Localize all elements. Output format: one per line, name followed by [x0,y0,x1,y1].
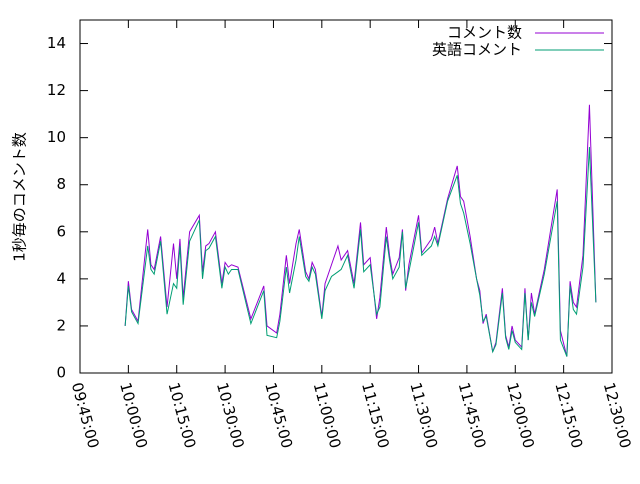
y-tick-label: 6 [56,222,66,240]
y-tick-label: 10 [47,128,66,146]
x-tick-label: 11:15:00 [358,381,393,451]
x-tick-label: 12:15:00 [551,381,586,451]
series-line [124,147,597,357]
x-tick-label: 11:30:00 [406,381,441,451]
y-axis-label: 1秒毎のコメント数 [11,132,29,262]
x-tick-label: 10:30:00 [213,381,248,451]
x-tick-label: 09:45:00 [68,381,103,451]
y-tick-label: 0 [56,364,66,382]
x-tick-label: 10:15:00 [165,381,200,451]
x-tick-label: 10:00:00 [116,381,151,451]
y-tick-label: 2 [56,316,66,334]
y-tick-label: 4 [56,269,66,287]
plot-frame [79,19,613,374]
series-line [124,104,597,357]
y-tick-label: 14 [47,34,66,52]
y-tick-label: 8 [56,175,66,193]
x-tick-label: 11:00:00 [310,381,345,451]
x-tick-label: 11:45:00 [455,381,490,451]
legend-label: コメント数 [447,24,522,42]
x-tick-label: 12:00:00 [503,381,538,451]
y-tick-label: 12 [47,81,66,99]
x-tick-label: 12:30:00 [600,381,635,451]
x-tick-label: 10:45:00 [261,381,296,451]
legend-label: 英語コメント [432,41,522,59]
